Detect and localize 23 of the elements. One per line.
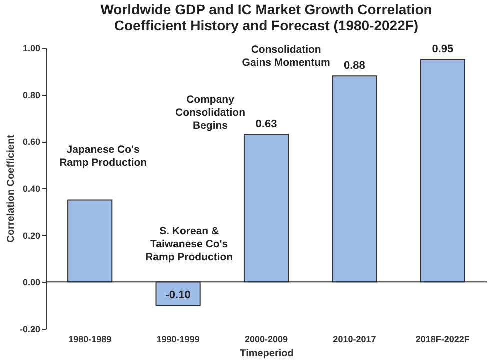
x-tick-label: 2018F-2022F [416, 334, 470, 344]
y-tick-label: 0.20 [22, 230, 40, 241]
data-label: 0.95 [432, 44, 454, 56]
y-axis-title: Correlation Coefficient [6, 134, 17, 243]
y-tick-label: 0.40 [22, 184, 40, 194]
y-tick-label: -0.20 [20, 324, 40, 334]
annotation: Consolidation Gains Momentum [242, 44, 330, 70]
chart-title: Worldwide GDP and IC Market Growth Correlation Coefficient History and Forecast (1980-2022F) [100, 2, 432, 34]
y-tick-label: 1.00 [22, 44, 40, 54]
data-label: -0.10 [166, 290, 191, 302]
x-tick-label: 1990-1999 [156, 334, 200, 344]
data-label: 0.88 [344, 60, 366, 72]
annotation: Company Consolidation Begins [175, 94, 246, 132]
data-label: 0.63 [256, 118, 278, 131]
annotation: Japanese Co's Ramp Production [60, 144, 148, 169]
x-tick-label: 2010-2017 [333, 334, 376, 344]
annotation: S. Korean & Taiwanese Co's Ramp Production [146, 226, 234, 264]
x-tick-label: 2000-2009 [244, 334, 288, 344]
x-axis-title: Timeperiod [240, 348, 294, 360]
y-tick-label: 0.80 [22, 90, 40, 100]
y-tick-label: 0.00 [22, 278, 40, 288]
x-tick-label: 1980-1989 [68, 334, 112, 344]
y-tick-label: 0.60 [22, 137, 40, 148]
